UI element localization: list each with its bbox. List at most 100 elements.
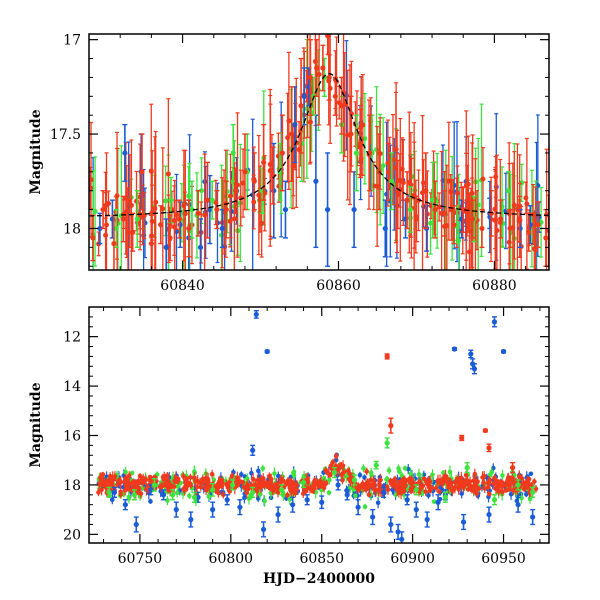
- band-point: [122, 479, 127, 484]
- band-point: [357, 472, 363, 478]
- model-curve: [89, 73, 549, 217]
- red-data-point: [167, 214, 173, 262]
- x-tick-label: 60860: [316, 278, 361, 294]
- band-point: [262, 498, 267, 504]
- blue-data-point: [404, 494, 410, 506]
- green-data-point: [413, 484, 419, 496]
- band-point: [532, 479, 537, 484]
- band-point: [216, 490, 221, 496]
- band-point: [192, 475, 197, 481]
- band-point: [492, 206, 498, 212]
- band-point: [239, 472, 244, 477]
- red-data-point: [486, 443, 492, 453]
- band-point: [373, 487, 379, 493]
- band-point: [402, 465, 408, 471]
- band-point: [187, 493, 192, 499]
- band-point: [340, 463, 346, 469]
- band-point: [256, 468, 261, 474]
- red-data-point: [395, 159, 401, 230]
- band-point: [116, 478, 121, 483]
- band-point: [175, 484, 181, 489]
- band-point: [327, 477, 332, 483]
- band-point: [316, 72, 322, 78]
- blue-data-point: [97, 212, 103, 245]
- band-point: [305, 479, 311, 485]
- band-point: [205, 476, 211, 482]
- band-point: [371, 478, 376, 483]
- band-point: [440, 476, 446, 482]
- band-point: [290, 486, 295, 492]
- blue-data-point: [435, 494, 441, 511]
- x-tick-label: 60950: [481, 551, 526, 567]
- blue-data-point: [424, 511, 430, 528]
- band-point: [356, 483, 361, 488]
- blue-data-point: [122, 499, 128, 511]
- band-point: [206, 494, 212, 499]
- red-data-point: [195, 190, 201, 237]
- blue-data-point: [224, 494, 230, 506]
- blue-data-point: [188, 511, 194, 528]
- band-point: [163, 198, 169, 204]
- red-data-point: [186, 199, 192, 258]
- band-point: [448, 481, 453, 487]
- band-point: [467, 479, 473, 484]
- green-data-point: [530, 486, 536, 498]
- band-point: [497, 483, 502, 489]
- band-point: [436, 489, 442, 494]
- band-point: [266, 473, 272, 479]
- band-point: [396, 490, 402, 495]
- band-point: [211, 477, 217, 483]
- band-point: [219, 477, 225, 483]
- blue-data-point: [460, 513, 467, 531]
- band-point: [172, 479, 178, 484]
- band-point: [397, 469, 402, 474]
- band-point: [220, 492, 226, 498]
- bottom-y-axis-label: Magnitude: [28, 382, 44, 467]
- red-data-point: [348, 95, 354, 173]
- y-tick-label: 12: [63, 330, 81, 346]
- band-point: [311, 481, 317, 486]
- band-point: [362, 136, 368, 142]
- blue-data-point: [515, 496, 521, 513]
- band-point: [109, 497, 115, 503]
- band-point: [326, 490, 332, 495]
- red-data-point: [384, 353, 390, 360]
- band-point: [338, 472, 344, 477]
- band-point: [523, 482, 528, 487]
- band-point: [229, 473, 235, 479]
- red-data-point: [298, 57, 304, 154]
- green-data-point: [351, 474, 358, 486]
- band-point: [466, 249, 472, 255]
- y-tick-label: 18: [63, 478, 81, 494]
- blue-data-point: [324, 152, 331, 267]
- band-point: [184, 479, 190, 485]
- band-point: [231, 216, 237, 222]
- band-point: [130, 479, 136, 485]
- band-point: [160, 206, 166, 212]
- green-data-point: [131, 489, 138, 501]
- blue-data-point: [304, 494, 310, 506]
- band-point: [506, 487, 512, 492]
- band-point: [181, 474, 186, 479]
- band-point: [380, 163, 386, 169]
- band-point: [148, 499, 153, 504]
- band-point: [124, 209, 130, 215]
- green-data-point: [464, 461, 470, 474]
- blue-data-point: [122, 123, 128, 182]
- band-point: [424, 481, 430, 486]
- band-point: [340, 477, 345, 483]
- band-point: [255, 478, 260, 483]
- band-point: [270, 483, 275, 489]
- x-tick-label: 60900: [390, 551, 435, 567]
- band-point: [111, 476, 117, 482]
- blue-data-point: [160, 489, 167, 501]
- band-point: [171, 218, 177, 224]
- band-point: [224, 482, 229, 487]
- band-point: [433, 485, 439, 491]
- band-point: [285, 135, 291, 141]
- band-point: [384, 476, 390, 482]
- band-point: [181, 486, 186, 492]
- green-data-point: [210, 482, 216, 497]
- band-point: [456, 487, 461, 492]
